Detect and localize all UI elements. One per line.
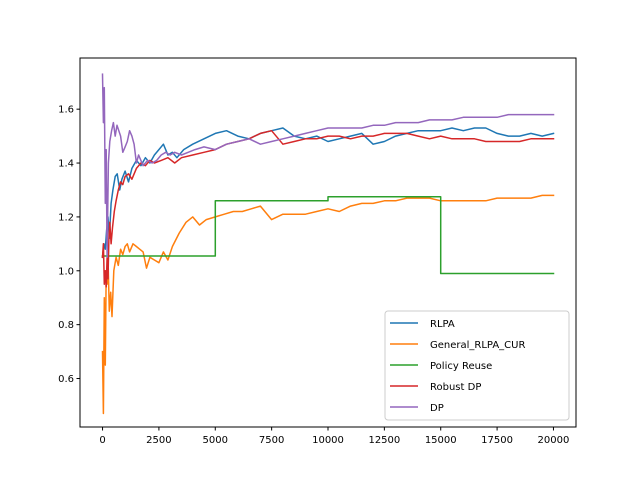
legend-box: [384, 310, 570, 421]
x-tick-label: 7500: [259, 435, 284, 446]
y-tick-label: 0.6: [58, 374, 74, 385]
x-tick-label: 17500: [481, 435, 513, 446]
y-axis: 0.6 0.8 1.0 1.2 1.4 1.6: [58, 105, 80, 385]
legend-label-0: RLPA: [430, 319, 455, 330]
x-tick-label: 20000: [538, 435, 570, 446]
series-line-1: [101, 194, 555, 415]
series-line-2: [101, 195, 555, 275]
x-tick-label: 15000: [425, 435, 457, 446]
legend: RLPA General_RLPA_CUR Policy Reuse Robust D…: [384, 310, 570, 421]
series-line-0: [101, 127, 555, 259]
x-tick-label: 10000: [312, 435, 344, 446]
x-tick-label: 12500: [368, 435, 400, 446]
y-tick-label: 1.4: [58, 159, 74, 170]
legend-label-2: Policy Reuse: [430, 361, 492, 372]
legend-label-3: Robust DP: [430, 382, 481, 393]
legend-label-4: DP: [430, 403, 444, 414]
y-tick-label: 1.0: [58, 266, 74, 277]
series-lines: [101, 73, 555, 415]
y-tick-label: 1.2: [58, 212, 74, 223]
x-axis: 0 2500 5000 7500 10000 12500 15000 17500 20000: [99, 427, 569, 446]
x-tick-label: 0: [99, 435, 105, 446]
x-tick-label: 2500: [146, 435, 171, 446]
y-tick-label: 1.6: [58, 105, 74, 116]
legend-label-1: General_RLPA_CUR: [430, 340, 525, 351]
series-line-4: [101, 73, 555, 259]
y-tick-label: 0.8: [58, 320, 74, 331]
x-tick-label: 5000: [203, 435, 228, 446]
